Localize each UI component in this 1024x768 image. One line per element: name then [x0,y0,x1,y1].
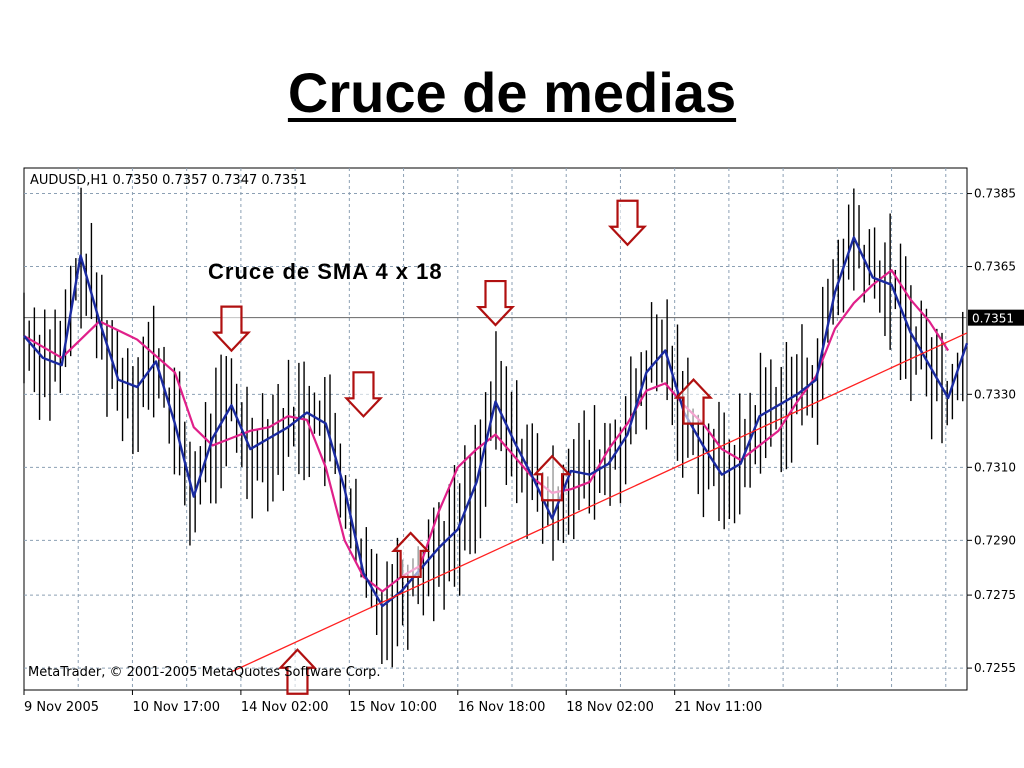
signal-arrow-up [532,454,572,502]
y-tick-label: 0.7385 [974,187,1016,201]
sma-slow-polyline [23,269,950,593]
sma-fast-polyline [23,236,969,608]
y-tick-label: 0.7310 [974,460,1016,474]
slide-title: Cruce de medias [287,61,737,124]
x-tick-label: 16 Nov 18:00 [458,700,546,715]
signal-arrow-up [391,531,431,579]
y-tick-label: 0.7330 [974,387,1016,401]
current-price-label: 0.7351 [972,312,1014,326]
y-tick-label: 0.7255 [974,661,1016,675]
x-tick-label: 15 Nov 10:00 [349,700,437,715]
sma-fast-line [23,236,969,608]
signal-arrow-down [475,279,516,327]
grid [24,168,967,690]
chart-annotation: Cruce de SMA 4 x 18 [208,259,443,284]
x-tick-label: 14 Nov 02:00 [241,700,329,715]
y-tick-label: 0.7275 [974,588,1016,602]
signal-arrow-up [277,648,318,695]
price-bars [23,187,964,668]
signal-arrow-down [211,305,252,353]
symbol-header: AUDUSD,H1 0.7350 0.7357 0.7347 0.7351 [30,173,307,188]
x-tick-label: 21 Nov 11:00 [675,700,763,715]
current-price-box [968,309,1024,326]
y-tick-label: 0.7365 [974,260,1016,274]
x-tick-label: 10 Nov 17:00 [132,700,220,715]
signal-arrow-down [343,371,384,418]
x-tick-label: 18 Nov 02:00 [566,700,654,715]
signal-arrows [211,199,714,695]
trendline [231,332,968,673]
x-tick-label: 9 Nov 2005 [24,700,99,715]
axes: 0.7385 0.7365 0.7330 0.7310 0.7290 0.7275 0.72… [23,187,1024,715]
sma-slow-line [23,269,950,593]
trendline-line [231,332,968,673]
signal-arrow-down [607,199,648,247]
signal-arrow-up [673,378,714,425]
y-tick-label: 0.7290 [974,533,1016,547]
copyright-text: MetaTrader, © 2001-2005 MetaQuotes Softw… [28,665,381,680]
